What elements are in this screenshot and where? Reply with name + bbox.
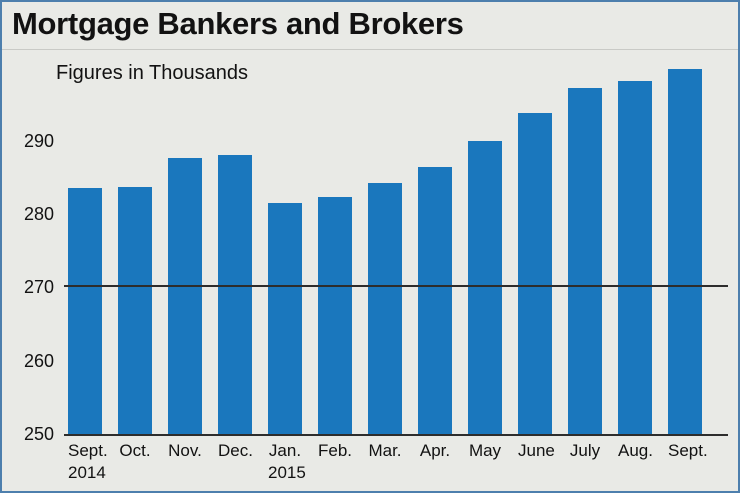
x-axis-label: Dec.	[218, 441, 253, 460]
bar-feb	[318, 197, 352, 434]
bar-aug	[618, 80, 652, 434]
bar-dec	[218, 155, 252, 434]
chart-title: Mortgage Bankers and Brokers	[12, 6, 464, 41]
chart-subtitle: Figures in Thousands	[56, 62, 248, 84]
bar-sept	[668, 68, 702, 434]
x-axis-label: Aug.	[618, 441, 653, 460]
bar-sept-2014	[68, 188, 102, 434]
title-divider	[2, 49, 738, 50]
x-axis-label: Jan. 2015	[268, 441, 306, 482]
x-axis-label: June	[518, 441, 555, 460]
bars-container	[64, 60, 728, 434]
y-tick-label: 260	[23, 350, 54, 371]
x-axis-label: Mar.	[368, 441, 402, 460]
bar-nov	[168, 157, 202, 434]
x-axis-label: May	[468, 441, 502, 460]
x-axis-label: Sept. 2014	[68, 441, 108, 482]
x-axis: Sept. 2014 Oct. Nov. Dec. Jan. 2015 Feb. Mar. Apr…	[64, 440, 728, 484]
bar-july	[568, 87, 602, 434]
plot-area	[64, 60, 728, 436]
bar-june	[518, 112, 552, 434]
reference-line	[64, 285, 728, 288]
y-tick-label: 280	[23, 204, 54, 224]
y-tick-label: 290	[23, 130, 54, 151]
x-axis-label: July	[569, 441, 601, 460]
bar-jan-2015	[268, 203, 302, 434]
bar-oct	[118, 186, 152, 434]
x-axis-label: Feb.	[318, 441, 353, 460]
x-axis-label: Nov.	[168, 441, 202, 460]
x-axis-label: Oct.	[119, 441, 151, 460]
x-axis-label: Apr.	[419, 441, 451, 460]
bar-apr	[418, 167, 452, 434]
y-tick-label: 270	[23, 277, 54, 298]
bar-mar	[368, 183, 402, 434]
x-axis-label: Sept.	[668, 441, 708, 460]
y-tick-label: 250	[23, 424, 54, 444]
y-axis: 250 260 270 280 290	[2, 60, 54, 443]
